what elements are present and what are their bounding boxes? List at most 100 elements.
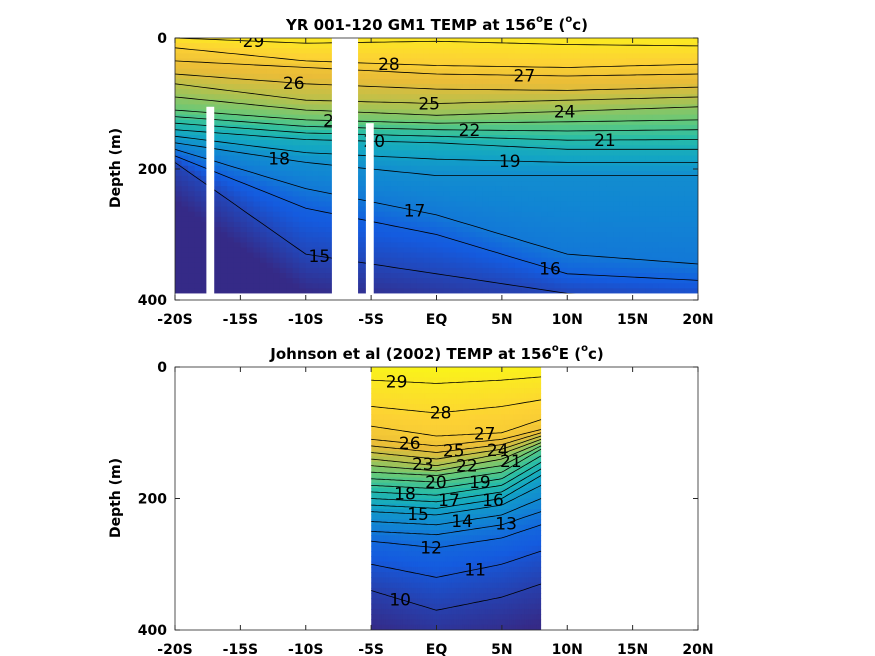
isotherm-line [175,155,698,281]
field-cell [606,170,614,177]
field-cell [469,206,477,213]
field-cell [639,109,647,116]
field-cell [573,99,581,106]
field-cell [392,545,396,552]
field-cell [573,273,581,279]
field-cell [547,262,555,269]
field-cell [194,48,202,54]
field-cell [456,186,464,192]
field-cell [482,89,490,95]
field-cell [606,175,614,182]
field-cell [456,109,464,116]
field-cell [626,196,634,203]
field-cell [671,242,679,249]
field-cell [456,145,464,151]
field-cell [273,140,281,146]
field-cell [606,150,614,157]
field-cell [554,247,562,254]
field-cell [286,267,294,274]
field-cell [436,68,444,75]
field-cell [606,53,614,60]
field-cell [402,545,406,552]
field-cell [429,232,438,238]
field-cell [573,211,581,218]
field-cell [534,278,542,284]
field-cell [645,247,653,254]
field-cell [259,267,268,274]
field-cell [384,252,392,259]
field-cell [397,252,405,259]
field-cell [429,206,438,213]
field-cell [279,68,287,75]
field-cell [383,514,387,521]
field-cell [253,247,261,254]
field-cell [358,278,366,284]
field-cell [371,414,374,421]
field-cell [233,170,241,177]
field-cell [541,89,549,95]
field-cell [383,572,387,578]
field-cell [606,48,614,54]
field-cell [684,109,693,116]
field-cell [410,257,418,264]
field-cell [233,232,241,238]
field-cell [423,58,431,65]
field-cell [632,43,640,49]
field-cell [684,221,693,228]
field-cell [214,221,222,228]
field-cell [292,38,300,44]
field-cell [266,58,274,65]
field-cell [613,267,621,274]
field-cell [658,262,666,269]
field-cell [423,145,431,151]
field-cell [528,104,536,111]
field-cell [665,73,673,80]
field-cell [273,119,281,126]
field-cell [383,535,387,542]
field-cell [593,83,601,90]
field-cell [554,201,562,208]
field-cell [573,191,581,197]
field-cell [318,68,326,75]
field-cell [593,155,601,162]
field-cell [377,614,381,621]
field-cell [240,262,248,269]
field-cell [400,614,404,621]
field-cell [580,206,588,213]
field-cell [214,48,222,54]
field-cell [547,283,555,289]
field-cell [423,83,431,90]
field-cell [599,129,608,136]
field-cell [400,430,404,436]
field-cell [599,247,608,254]
field-cell [443,196,451,203]
field-cell [626,273,634,279]
field-cell [379,598,383,605]
field-cell [371,519,374,526]
field-cell [560,237,568,243]
field-cell [402,566,406,573]
field-cell [521,175,529,182]
field-cell [567,196,575,203]
field-cell [402,414,406,421]
field-cell [240,237,248,243]
field-cell [528,140,536,146]
field-cell [639,216,647,223]
field-cell [456,175,464,182]
field-cell [194,232,202,238]
field-cell [403,267,411,274]
field-cell [227,104,235,111]
field-cell [201,43,209,49]
field-cell [541,252,549,259]
field-cell [423,211,431,218]
field-cell [671,247,679,254]
field-cell [377,278,385,284]
field-cell [410,140,418,146]
field-cell [279,155,287,162]
field-cell [626,267,634,274]
field-cell [396,440,400,447]
field-cell [383,419,387,426]
field-cell [475,181,483,187]
field-cell [371,614,374,621]
field-cell [188,257,196,264]
